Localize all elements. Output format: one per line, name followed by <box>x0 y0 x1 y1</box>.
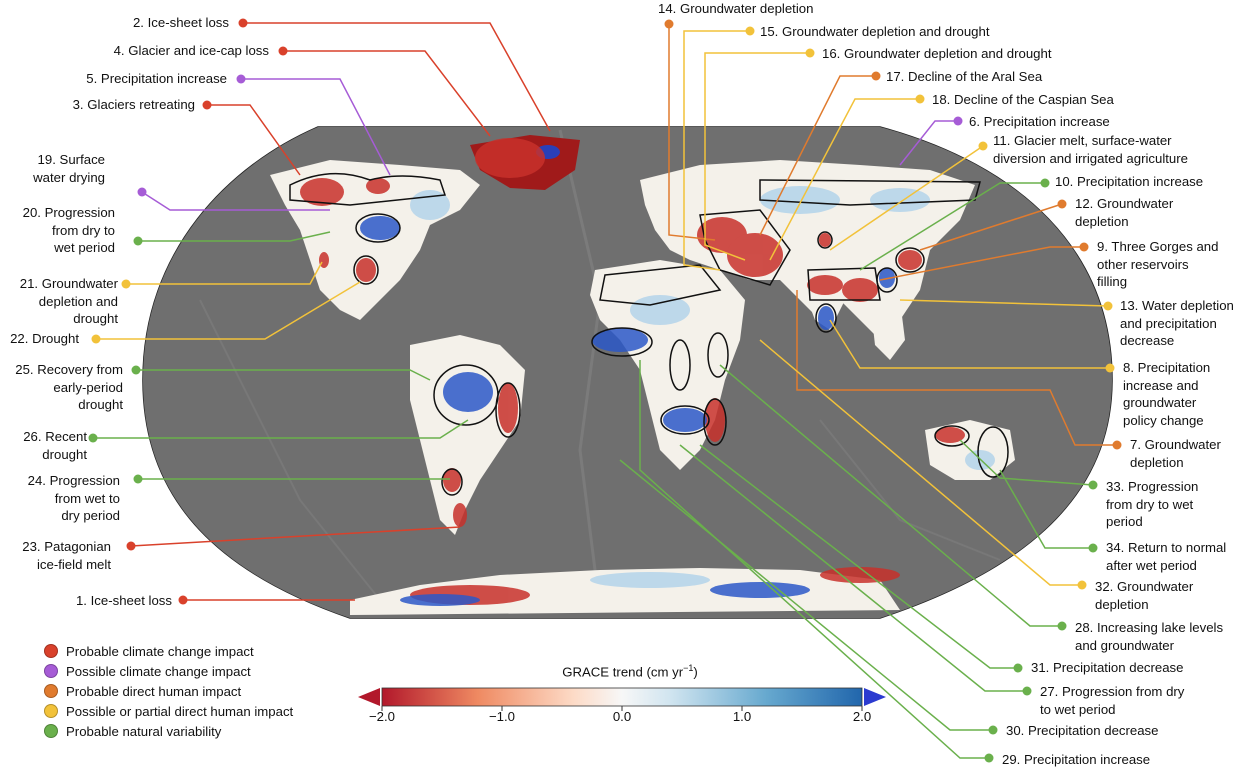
label-18: 18. Decline of the Caspian Sea <box>932 92 1114 107</box>
colorbar-tick-2: −1.0 <box>488 709 516 724</box>
legend-item-possible-climate: Possible climate change impact <box>44 661 293 681</box>
label-12: 12. Groundwater depletion <box>1075 196 1174 229</box>
label-24: 24. Progression from wet to dry period <box>27 473 120 524</box>
label-26: 26. Recent drought <box>23 429 87 462</box>
label-22: 22. Drought <box>10 331 79 346</box>
label-4: 4. Glacier and ice-cap loss <box>113 43 269 58</box>
legend-label: Possible climate change impact <box>66 663 251 679</box>
label-2: 2. Ice-sheet loss <box>132 15 229 30</box>
legend-label: Probable natural variability <box>66 723 222 739</box>
colorbar <box>358 687 886 711</box>
label-3: 3. Glaciers retreating <box>72 97 195 112</box>
colorbar-title: GRACE trend (cm yr−1) <box>562 663 698 680</box>
legend-item-human: Probable direct human impact <box>44 681 293 701</box>
label-21: 21. Groundwater depletion and drought <box>19 276 118 327</box>
label-30: 30. Precipitation decrease <box>1006 723 1159 738</box>
legend-item-partial-human: Possible or partial direct human impact <box>44 701 293 721</box>
label-11: 11. Glacier melt, surface-water diversion… <box>993 133 1188 166</box>
label-32: 32. Groundwater depletion <box>1095 579 1194 612</box>
label-6: 6. Precipitation increase <box>969 114 1110 129</box>
label-7: 7. Groundwater depletion <box>1130 437 1221 470</box>
colorbar-tick-4: 1.0 <box>732 709 752 724</box>
label-13: 13. Water depletion and precipitation decr… <box>1120 298 1234 349</box>
label-5: 5. Precipitation increase <box>86 71 227 86</box>
legend-dot <box>44 724 58 738</box>
label-31: 31. Precipitation decrease <box>1031 660 1184 675</box>
label-28: 28. Increasing lake levels and groundwate… <box>1075 620 1224 653</box>
colorbar-tick-3: 0.0 <box>612 709 632 724</box>
legend-label: Probable direct human impact <box>66 683 242 699</box>
legend-dot <box>44 664 58 678</box>
label-8: 8. Precipitation increase and groundwater p… <box>1123 360 1211 428</box>
legend-item-climate: Probable climate change impact <box>44 641 293 661</box>
legend-label: Probable climate change impact <box>66 643 254 659</box>
label-19: 19. Surface water drying <box>33 152 105 185</box>
colorbar-tick-5: 2.0 <box>852 709 872 724</box>
legend-dot <box>44 644 58 658</box>
label-14: 14. Groundwater depletion <box>658 1 814 16</box>
legend-dot <box>44 684 58 698</box>
label-25: 25. Recovery from early-period drought <box>15 362 123 413</box>
label-1: 1. Ice-sheet loss <box>75 593 172 608</box>
legend: Probable climate change impact Possible c… <box>44 641 293 741</box>
label-17: 17. Decline of the Aral Sea <box>886 69 1043 84</box>
label-15: 15. Groundwater depletion and drought <box>760 24 990 39</box>
label-33: 33. Progression from dry to wet period <box>1106 479 1199 530</box>
legend-label: Possible or partial direct human impact <box>66 703 294 719</box>
legend-dot <box>44 704 58 718</box>
label-20: 20. Progression from dry to wet period <box>22 205 115 256</box>
label-27: 27. Progression from dry to wet period <box>1040 684 1185 717</box>
label-16: 16. Groundwater depletion and drought <box>822 46 1052 61</box>
colorbar-tick-1: −2.0 <box>368 709 396 724</box>
label-10: 10. Precipitation increase <box>1055 174 1204 189</box>
legend-item-natural: Probable natural variability <box>44 721 293 741</box>
label-34: 34. Return to normal after wet period <box>1106 540 1227 573</box>
label-23: 23. Patagonian ice-field melt <box>22 539 111 572</box>
label-29: 29. Precipitation increase <box>1002 752 1151 767</box>
label-9: 9. Three Gorges and other reservoirs filli… <box>1097 239 1219 290</box>
